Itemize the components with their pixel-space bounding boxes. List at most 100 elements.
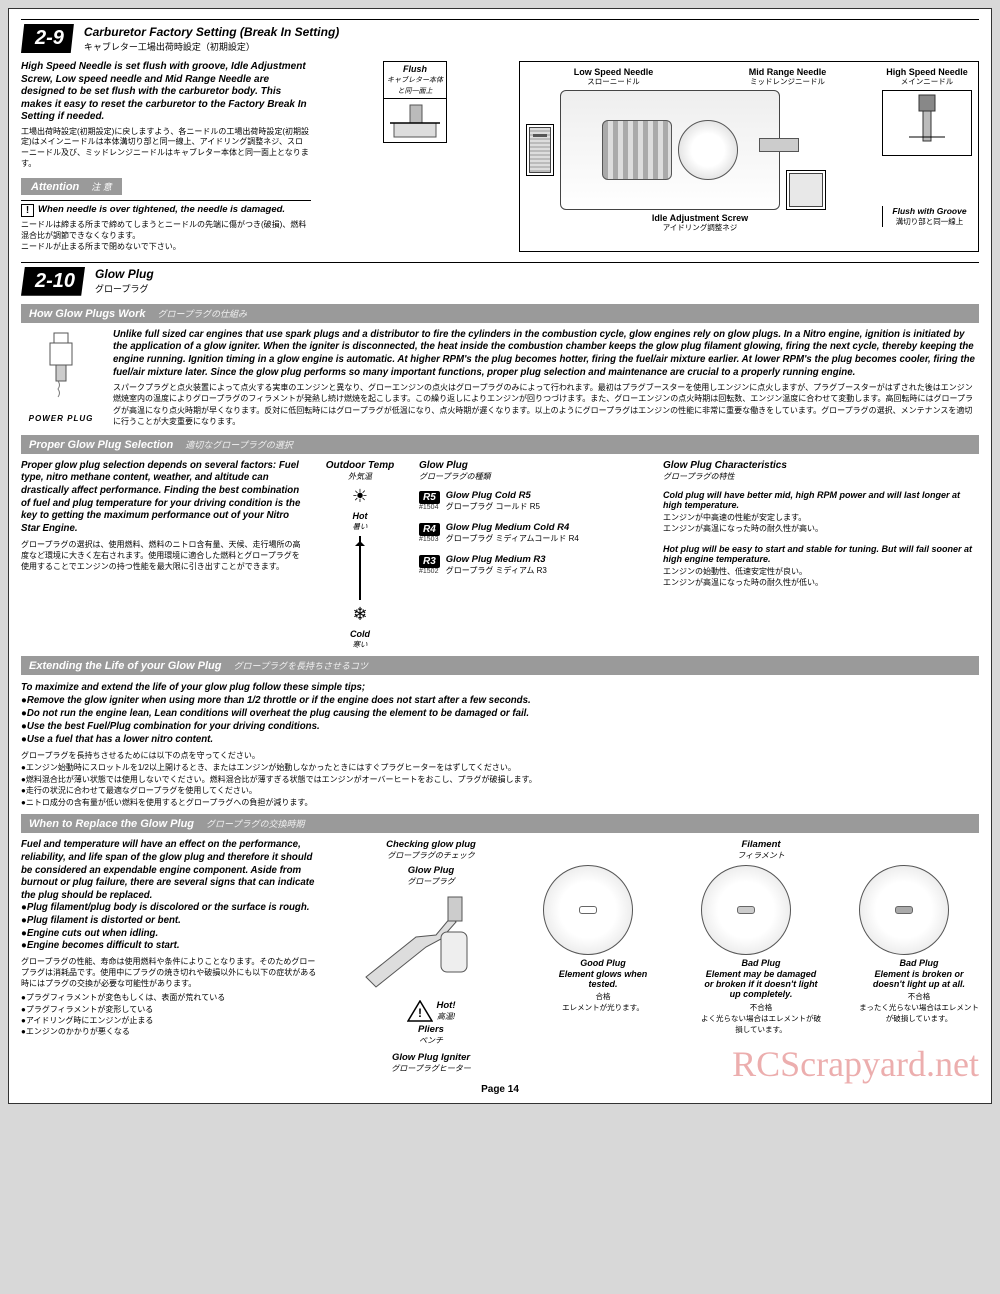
ext-bullet: ●Remove the glow igniter when using more… — [21, 694, 979, 707]
section-title-jp: グロープラグ — [95, 282, 154, 295]
plug-name-en: Glow Plug Medium R3 — [446, 554, 547, 565]
filament-jp: フィラメント — [543, 850, 979, 861]
plug-name-en: Glow Plug Medium Cold R4 — [446, 522, 579, 533]
rep-bullet: ●Plug filament is distorted or bent. — [21, 915, 321, 928]
cold-label: Cold — [350, 629, 370, 639]
groove-jp: 溝切り部と同一線上 — [887, 216, 972, 227]
high-needle-icon — [907, 93, 947, 153]
power-plug-logo: POWER PLUG — [21, 414, 101, 423]
flush-jp: キャブレター本体と同一面上 — [387, 77, 443, 95]
good-plug-icon — [543, 865, 633, 955]
carburetor-diagram: Low Speed Needleスローニードル Mid Range Needle… — [519, 61, 979, 252]
plug-name-jp: グロープラグ ミディアムコールド R4 — [446, 533, 579, 544]
good-jp: 合格 エレメントが光ります。 — [543, 991, 663, 1013]
subsection-bar: Extending the Life of your Glow Plug グロー… — [21, 656, 979, 675]
col-char-jp: グロープラグの特性 — [663, 471, 979, 482]
char-hot-en: Hot plug will be easy to start and stabl… — [663, 544, 979, 564]
ext-intro-jp: グロープラグを長持ちさせるためには以下の点を守ってください。 — [21, 750, 979, 762]
section-number: 2-9 — [21, 24, 74, 53]
replace-intro-en: Fuel and temperature will have an effect… — [21, 839, 321, 902]
carb-body-icon — [560, 90, 780, 210]
section-title-jp: キャブレター工場出荷時設定（初期設定） — [84, 40, 339, 53]
temp-arrow-icon — [355, 536, 365, 600]
work-text-en: Unlike full sized car engines that use s… — [113, 329, 979, 379]
mid-needle-label: Mid Range Needle — [749, 67, 827, 77]
char-hot-jp: エンジンの始動性、低速安定性が良い。 エンジンが高温になった時の耐久性が低い。 — [663, 566, 979, 588]
note-jp: ニードルは締まる所まで締めてしまうとニードルの先端に傷がつき(破損)、燃料混合比… — [21, 219, 311, 252]
ext-bullet-jp: ●エンジン始動時にスロットルを1/2以上開けるとき、またはエンジンが始動しなかっ… — [21, 762, 979, 774]
subsection-bar: When to Replace the Glow Plug グロープラグの交換時… — [21, 814, 979, 833]
exclamation-icon: ! — [21, 204, 34, 217]
section-title-en: Glow Plug — [95, 267, 154, 281]
igniter-jp: グロープラグヒーター — [331, 1063, 531, 1074]
char-cold-jp: エンジンが中高速の性能が安定します。 エンジンが高温になった時の耐久性が高い。 — [663, 512, 979, 534]
attention-tag: Attention 注 意 — [21, 178, 122, 195]
subsection-bar: Proper Glow Plug Selection 適切なグロープラグの選択 — [21, 435, 979, 454]
plug-row: R4#1503 Glow Plug Medium Cold R4グロープラグ ミ… — [419, 522, 649, 544]
bar-en: Proper Glow Plug Selection — [29, 439, 173, 451]
check-label-jp: グロープラグのチェック — [331, 850, 531, 861]
idle-label: Idle Adjustment Screw — [652, 213, 748, 223]
section-2-9: 2-9 Carburetor Factory Setting (Break In… — [21, 19, 979, 252]
work-text-jp: スパークプラグと点火装置によって点火する実車のエンジンと異なり、グローエンジンの… — [113, 382, 979, 427]
manual-page: 2-9 Carburetor Factory Setting (Break In… — [8, 8, 992, 1104]
plug-code: #1504 — [419, 504, 440, 511]
pliers-diagram-icon — [356, 887, 506, 997]
plug-row: R5#1504 Glow Plug Cold R5グロープラグ コールド R5 — [419, 490, 649, 512]
rep-bullet-jp: ●アイドリング時にエンジンが止まる — [21, 1015, 321, 1026]
attention-note: ! When needle is over tightened, the need… — [21, 200, 311, 252]
ext-bullet-jp: ●燃料混合比が薄い状態では使用しないでください。燃料混合比が薄すぎる状態ではエン… — [21, 774, 979, 786]
bar-en: How Glow Plugs Work — [29, 308, 146, 320]
bar-jp: グロープラグの仕組み — [158, 307, 247, 320]
low-needle-jp: スローニードル — [574, 78, 654, 86]
selection-text-en: Proper glow plug selection depends on se… — [21, 460, 301, 536]
svg-text:!: ! — [418, 1006, 422, 1020]
col-char-en: Glow Plug Characteristics — [663, 460, 787, 471]
low-needle-icon — [529, 127, 551, 173]
ext-intro: To maximize and extend the life of your … — [21, 681, 979, 694]
mid-needle-jp: ミッドレンジニードル — [749, 78, 827, 86]
check-label-en: Checking glow plug — [386, 839, 476, 850]
rep-bullet: ●Plug filament/plug body is discolored o… — [21, 902, 321, 915]
extend-life-text: To maximize and extend the life of your … — [21, 681, 979, 808]
rep-bullet: ●Engine becomes difficult to start. — [21, 940, 321, 953]
rep-bullet: ●Engine cuts out when idling. — [21, 928, 321, 941]
bar-en: Extending the Life of your Glow Plug — [29, 660, 222, 672]
ext-bullet: ●Use a fuel that has a lower nitro conte… — [21, 733, 979, 746]
section-header: 2-9 Carburetor Factory Setting (Break In… — [21, 19, 979, 53]
low-needle-label: Low Speed Needle — [574, 67, 654, 77]
selection-text-jp: グロープラグの選択は、使用燃料、燃料のニトロ含有量、天候、走行場所の高度など環境… — [21, 539, 301, 573]
intro-en: High Speed Needle is set flush with groo… — [21, 61, 311, 124]
flush-diagram-icon — [390, 101, 440, 141]
bad1-en: Bad Plug Element may be damaged or broke… — [701, 958, 821, 999]
plug-row: R3#1502 Glow Plug Medium R3グロープラグ ミディアム … — [419, 554, 649, 576]
col-plug-jp: グロープラグの種類 — [419, 471, 649, 482]
good-en: Good Plug Element glows when tested. — [543, 958, 663, 989]
hot-label: Hot — [353, 511, 368, 521]
cold-jp: 寒い — [353, 640, 368, 649]
ext-bullet: ●Do not run the engine lean, Lean condit… — [21, 707, 979, 720]
plug-name-jp: グロープラグ ミディアム R3 — [446, 565, 547, 576]
glow-plug-icon: POWER PLUG — [21, 329, 101, 423]
ext-bullet-jp: ●ニトロ成分の含有量が低い燃料を使用するとグロープラグへの負担が減ります。 — [21, 797, 979, 809]
hot-warn-jp: 高温! — [437, 1011, 456, 1022]
plug-name-en: Glow Plug Cold R5 — [446, 490, 540, 501]
good-plug-col: Good Plug Element glows when tested. 合格 … — [543, 865, 663, 1034]
attention-jp: 注 意 — [91, 180, 112, 193]
section-title-en: Carburetor Factory Setting (Break In Set… — [84, 25, 339, 39]
replace-intro-jp: グロープラグの性能、寿命は使用燃料や条件によりことなります。そのためグロープラグ… — [21, 956, 321, 990]
bad2-en: Bad Plug Element is broken or doesn't li… — [859, 958, 979, 989]
plug-name-jp: グロープラグ コールド R5 — [446, 501, 540, 512]
hot-jp: 暑い — [353, 522, 368, 531]
note-en: When needle is over tightened, the needl… — [38, 204, 285, 217]
rep-bullet-jp: ●エンジンのかかりが悪くなる — [21, 1026, 321, 1037]
bad1-jp: 不合格 よく光らない場合はエレメントが破損しています。 — [701, 1002, 821, 1035]
bad-plug-icon — [859, 865, 949, 955]
flush-box: Flush キャブレター本体と同一面上 — [383, 61, 447, 143]
plug-code: #1503 — [419, 536, 440, 543]
glowplug-label-jp: グロープラグ — [331, 876, 531, 887]
pliers-en: Pliers — [418, 1024, 444, 1035]
col-plug-en: Glow Plug — [419, 460, 468, 471]
attention-en: Attention — [31, 181, 79, 193]
ext-bullet-jp: ●走行の状況に合わせて最適なグロープラグを使用してください。 — [21, 785, 979, 797]
